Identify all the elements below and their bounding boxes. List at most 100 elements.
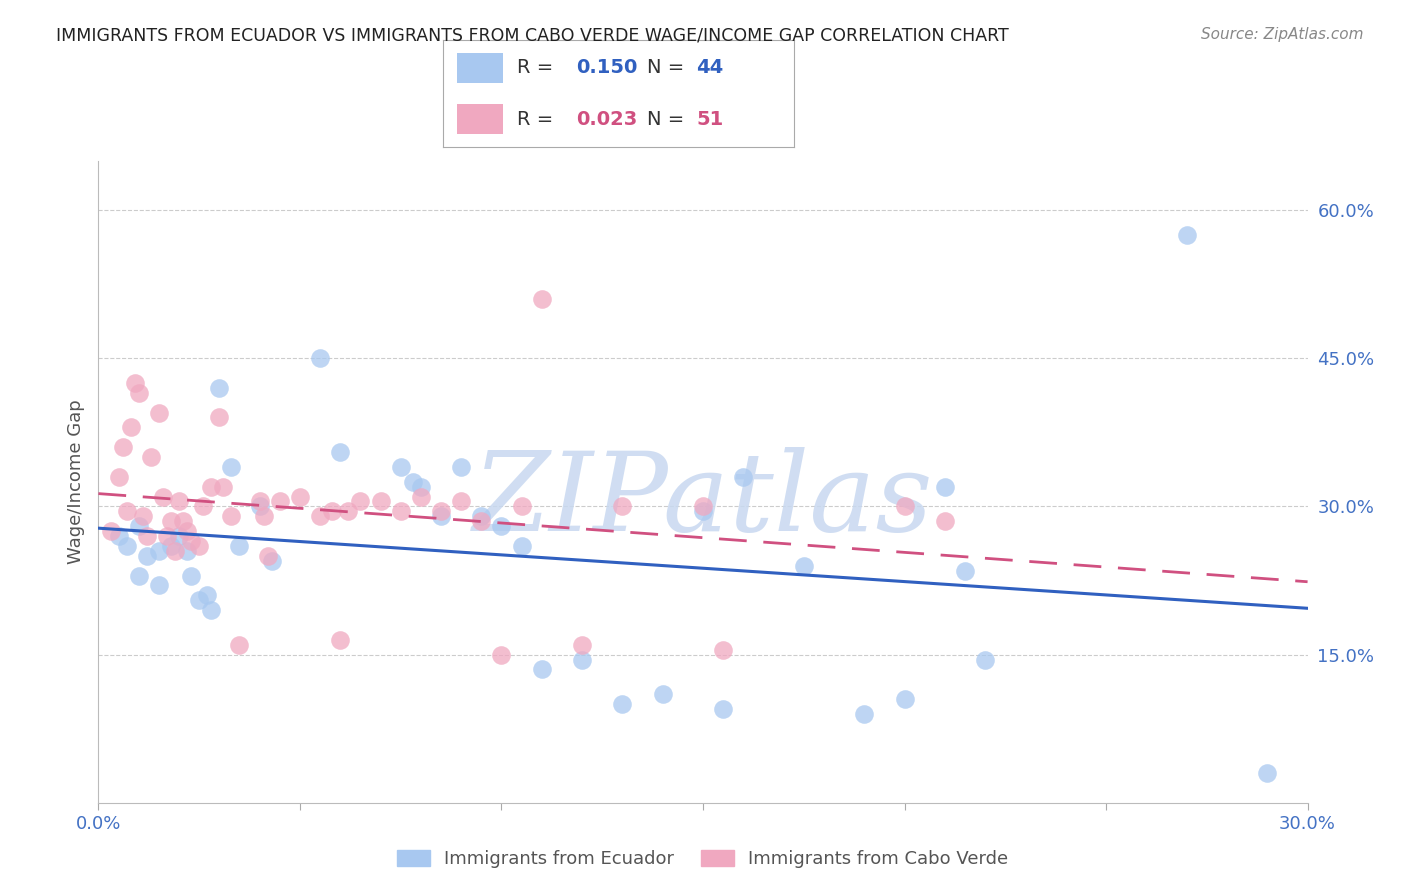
Point [135,529,157,543]
Point [733,469,755,483]
Point [974,652,997,666]
FancyBboxPatch shape [457,104,503,135]
Point [389,504,412,518]
Point [430,504,453,518]
Point [409,490,432,504]
Point [221,509,243,524]
Point [139,450,162,464]
FancyBboxPatch shape [457,53,503,83]
Point [389,459,412,474]
Point [510,500,533,514]
Point [193,500,215,514]
Point [491,648,513,662]
Point [491,519,513,533]
Point [893,500,915,514]
Legend: Immigrants from Ecuador, Immigrants from Cabo Verde: Immigrants from Ecuador, Immigrants from… [388,841,1018,877]
Point [200,480,222,494]
Point [107,469,129,483]
Text: N =: N = [647,58,690,77]
Y-axis label: Wage/Income Gap: Wage/Income Gap [66,400,84,564]
Point [370,494,392,508]
Point [124,376,146,390]
Point [612,500,634,514]
Point [510,539,533,553]
Text: 51: 51 [696,111,723,129]
Point [111,440,134,454]
Point [470,514,492,528]
Point [893,692,915,706]
Point [100,524,122,538]
Point [167,494,190,508]
Point [208,381,231,395]
Point [402,475,425,489]
Point [321,504,343,518]
Text: Source: ZipAtlas.com: Source: ZipAtlas.com [1201,27,1364,42]
Point [651,687,673,701]
Point [253,509,276,524]
Point [228,638,250,652]
Point [160,514,183,528]
Point [208,410,231,425]
Point [120,420,142,434]
Point [256,549,278,563]
Point [571,638,593,652]
Point [148,405,170,419]
Point [180,533,202,548]
Point [349,494,371,508]
Point [934,480,956,494]
Point [188,593,211,607]
Point [195,588,218,602]
Point [128,568,150,582]
Point [288,490,311,504]
Point [329,632,352,647]
Point [249,500,271,514]
Point [176,544,198,558]
Text: R =: R = [517,58,560,77]
Point [172,514,194,528]
Text: 44: 44 [696,58,723,77]
Point [853,706,876,721]
Text: N =: N = [647,111,690,129]
Point [135,549,157,563]
Point [156,529,179,543]
Point [260,554,283,568]
Point [329,445,352,459]
Point [132,509,155,524]
Point [152,490,174,504]
Point [711,702,734,716]
Point [269,494,291,508]
Point [163,544,186,558]
Point [180,568,202,582]
Point [470,509,492,524]
Point [409,480,432,494]
Point [450,459,472,474]
Point [115,504,138,518]
Point [200,603,222,617]
Point [167,529,190,543]
Point [692,500,714,514]
Text: R =: R = [517,111,560,129]
Point [692,504,714,518]
Point [934,514,956,528]
Point [309,509,332,524]
Point [228,539,250,553]
Point [221,459,243,474]
Point [212,480,235,494]
Point [450,494,472,508]
Point [160,539,183,553]
Point [530,292,553,306]
Point [530,662,553,676]
Point [337,504,360,518]
Point [793,558,815,573]
Point [148,578,170,592]
Point [711,642,734,657]
Point [107,529,129,543]
Point [128,519,150,533]
Point [309,351,332,366]
Point [571,652,593,666]
Point [115,539,138,553]
Point [128,385,150,400]
Point [188,539,211,553]
Text: IMMIGRANTS FROM ECUADOR VS IMMIGRANTS FROM CABO VERDE WAGE/INCOME GAP CORRELATIO: IMMIGRANTS FROM ECUADOR VS IMMIGRANTS FR… [56,27,1010,45]
Text: 0.023: 0.023 [576,111,638,129]
